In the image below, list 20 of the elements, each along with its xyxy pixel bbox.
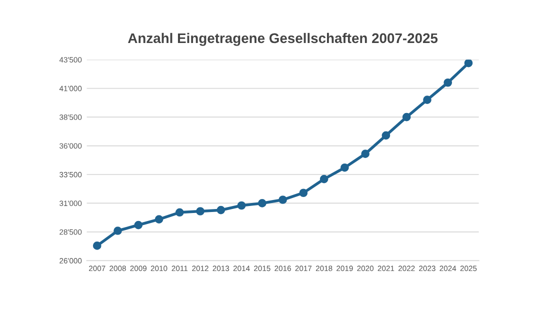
chart-title: Anzahl Eingetragene Gesellschaften 2007-2025: [128, 32, 438, 46]
point: [382, 131, 390, 140]
point: [258, 199, 266, 208]
point: [320, 174, 328, 184]
point: [444, 78, 452, 87]
point: [423, 96, 432, 104]
point: [134, 220, 143, 230]
point: [196, 207, 204, 216]
point: [175, 208, 184, 217]
point: [114, 226, 122, 235]
point: [464, 60, 473, 68]
point: [402, 112, 411, 122]
point: [92, 242, 102, 250]
point: [340, 163, 349, 172]
point: [361, 150, 370, 158]
point: [154, 215, 164, 224]
point: [216, 206, 226, 214]
point: [237, 201, 246, 210]
point: [299, 188, 308, 198]
point: [278, 196, 287, 204]
